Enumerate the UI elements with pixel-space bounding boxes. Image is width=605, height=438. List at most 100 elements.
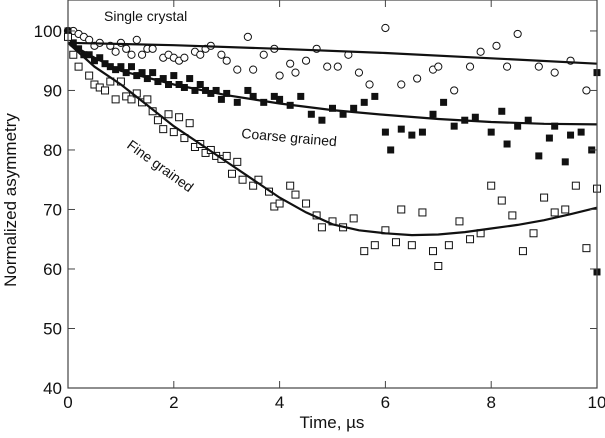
data-point-coarse-grained <box>329 104 336 112</box>
data-point-fine-grained <box>286 181 295 190</box>
data-point-coarse-grained <box>350 104 358 112</box>
y-tick-label: 70 <box>43 200 62 219</box>
data-point-single-crystal <box>365 80 374 89</box>
data-point-single-crystal <box>301 56 311 65</box>
data-point-coarse-grained <box>196 81 204 89</box>
data-point-coarse-grained <box>429 110 437 118</box>
annotation-fine-grained: Fine grained <box>124 136 196 195</box>
data-point-single-crystal <box>397 80 406 89</box>
data-point-fine-grained <box>169 128 178 137</box>
data-point-single-crystal <box>534 62 543 71</box>
data-point-coarse-grained <box>191 86 199 94</box>
data-point-coarse-grained <box>127 63 135 71</box>
data-point-fine-grained <box>291 190 300 199</box>
data-point-fine-grained <box>222 151 231 160</box>
data-point-fine-grained <box>74 62 83 71</box>
data-point-coarse-grained <box>471 113 479 121</box>
data-point-coarse-grained <box>339 110 347 118</box>
x-tick-label: 10 <box>588 393 605 412</box>
data-point-fine-grained <box>397 205 406 214</box>
fit-line-coarse-grained <box>67 41 598 126</box>
data-point-fine-grained <box>185 119 194 128</box>
data-point-coarse-grained <box>80 51 88 59</box>
data-point-fine-grained <box>582 244 591 253</box>
data-point-coarse-grained <box>567 131 575 139</box>
data-point-single-crystal <box>413 74 422 83</box>
data-point-coarse-grained <box>498 107 506 115</box>
data-point-coarse-grained <box>561 158 569 166</box>
data-point-coarse-grained <box>159 75 167 83</box>
x-tick-label: 6 <box>381 393 390 412</box>
data-point-fine-grained <box>164 110 173 119</box>
data-point-fine-grained <box>466 235 475 244</box>
data-point-fine-grained <box>238 175 247 184</box>
data-point-coarse-grained <box>514 122 522 130</box>
data-point-coarse-grained <box>233 98 241 106</box>
data-point-coarse-grained <box>276 95 284 103</box>
y-tick-label: 60 <box>43 260 62 279</box>
y-tick-label: 100 <box>34 22 62 41</box>
data-point-single-crystal <box>222 56 231 65</box>
series-coarse-grained <box>64 27 601 276</box>
data-point-fine-grained <box>508 211 517 220</box>
data-point-single-crystal <box>323 62 332 71</box>
data-point-coarse-grained <box>260 98 268 106</box>
data-point-fine-grained <box>529 229 538 238</box>
data-point-coarse-grained <box>170 72 178 80</box>
data-point-fine-grained <box>518 247 527 256</box>
data-point-single-crystal <box>275 71 284 80</box>
data-point-fine-grained <box>302 199 311 208</box>
data-point-coarse-grained <box>217 95 225 103</box>
data-point-coarse-grained <box>96 54 104 62</box>
data-point-coarse-grained <box>397 125 405 133</box>
data-point-single-crystal <box>148 44 157 53</box>
data-point-fine-grained <box>455 217 464 226</box>
data-point-fine-grained <box>550 208 559 217</box>
data-point-single-crystal <box>502 62 512 71</box>
data-point-single-crystal <box>259 50 268 59</box>
data-point-coarse-grained <box>90 57 98 65</box>
x-axis-label: Time, µs <box>300 413 365 432</box>
data-point-fine-grained <box>391 238 400 247</box>
data-point-coarse-grained <box>551 122 559 130</box>
x-tick-label: 4 <box>275 393 284 412</box>
data-point-coarse-grained <box>212 86 220 94</box>
data-point-single-crystal <box>513 29 522 39</box>
data-point-fine-grained <box>101 86 110 95</box>
data-point-single-crystal <box>132 35 141 44</box>
data-point-single-crystal <box>286 59 295 68</box>
data-point-coarse-grained <box>418 128 426 136</box>
data-point-coarse-grained <box>503 140 511 148</box>
y-tick-label: 50 <box>43 319 62 338</box>
data-point-coarse-grained <box>297 92 305 100</box>
data-point-coarse-grained <box>408 131 416 139</box>
x-tick-label: 0 <box>63 393 72 412</box>
data-point-coarse-grained <box>244 86 252 94</box>
data-point-fine-grained <box>571 181 580 190</box>
data-point-fine-grained <box>69 50 78 59</box>
data-point-single-crystal <box>196 50 205 59</box>
data-point-coarse-grained <box>138 69 146 77</box>
data-point-coarse-grained <box>112 66 120 74</box>
y-tick-label: 80 <box>43 141 62 160</box>
data-point-coarse-grained <box>577 128 585 136</box>
data-point-coarse-grained <box>387 146 395 154</box>
data-point-single-crystal <box>249 65 258 74</box>
data-point-single-crystal <box>291 68 300 77</box>
x-tick-label: 8 <box>486 393 495 412</box>
data-point-fine-grained <box>249 181 258 190</box>
data-point-coarse-grained <box>545 134 553 142</box>
data-point-single-crystal <box>217 50 226 59</box>
data-point-single-crystal <box>111 47 120 56</box>
data-point-fine-grained <box>85 71 94 80</box>
data-point-coarse-grained <box>524 116 532 124</box>
data-point-single-crystal <box>492 41 501 50</box>
data-point-single-crystal <box>354 68 364 77</box>
data-point-fine-grained <box>444 241 453 250</box>
data-point-fine-grained <box>407 241 416 250</box>
data-point-single-crystal <box>333 62 342 71</box>
data-point-coarse-grained <box>69 39 77 47</box>
data-point-fine-grained <box>370 241 379 250</box>
data-point-single-crystal <box>127 50 136 59</box>
